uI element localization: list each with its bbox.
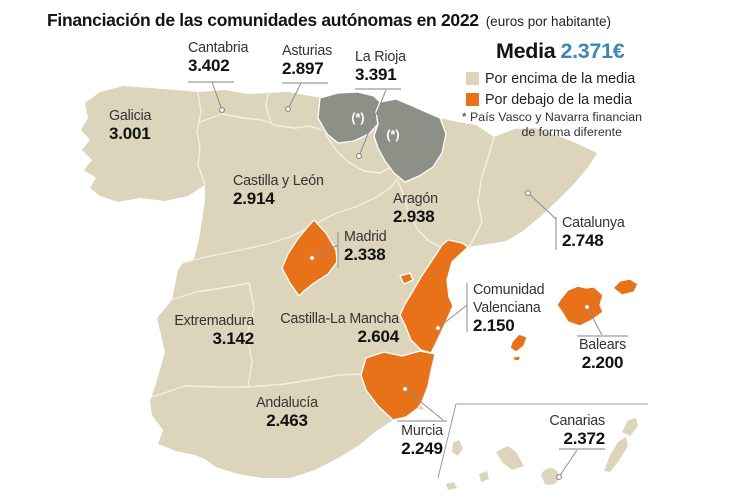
region-valencia-exclave [399,272,414,285]
region-mainland-above-average [81,86,597,478]
marker-madrid [309,255,315,261]
label-catalunya: Catalunya 2.748 [562,215,625,250]
special-regions [317,91,447,183]
legend-row-below: Por debajo de la media [466,91,633,108]
marker-catalunya [525,190,531,196]
leader-catalunya [527,192,557,220]
leader-cantabria [211,81,223,111]
legend-row-above: Por encima de la media [466,70,636,87]
footnote-line1: * País Vasco y Navarra financian [461,110,642,124]
region-balears-ibiza [509,333,528,353]
media-label: Media [496,39,556,63]
region-murcia [360,350,436,421]
marker-la-rioja [356,153,362,159]
label-andalucia: Andalucía 2.463 [256,395,318,430]
marker-cantabria [219,107,225,113]
leader-asturias [287,82,302,110]
legend-media: Media 2.371€ [496,39,625,64]
footnote: * País Vasco y Navarra financian de form… [458,110,642,139]
island-tenerife [496,446,524,470]
label-murcia: Murcia 2.249 [401,423,443,458]
leader-balears [586,306,603,336]
region-borders [151,91,495,398]
region-canarias [446,418,638,490]
label-aragon: Aragón 2.938 [393,191,438,226]
marker-balears [584,304,590,310]
border-aragon-catalunya [468,136,495,248]
label-canarias: Canarias 2.372 [549,413,605,448]
island-la-palma [452,440,463,456]
border-aragon-west [396,178,442,248]
label-galicia: Galicia 3.001 [109,108,152,143]
media-value: 2.371€ [560,39,625,63]
border-extremadura-south [151,385,249,398]
below-average-swatch-icon [466,93,479,106]
border-andalucia-north [247,373,362,388]
page-title: Financiación de las comunidades autónoma… [47,10,479,30]
footnote-line2: de forma diferente [521,124,622,139]
leader-madrid [311,244,339,259]
border-galicia [196,91,206,185]
label-balears: Balears 2.200 [578,337,627,372]
leader-markers [219,106,590,480]
region-balears-mallorca [556,285,604,327]
label-asturias: Asturias 2.897 [282,43,333,78]
marker-valenciana [435,325,441,331]
label-cantabria: Cantabria 3.402 [188,40,249,75]
canarias-inset-frame [437,403,648,479]
island-el-hierro [446,482,457,490]
region-balears-menorca [612,278,639,296]
marker-canarias [556,474,562,480]
label-extremadura: Extremadura 3.142 [174,313,254,348]
region-madrid [281,219,338,297]
border-extremadura-east [246,282,255,388]
label-castilla-y-leon: Castilla y León 2.914 [233,173,324,208]
leader-canarias [558,449,578,478]
label-la-rioja: La Rioja 3.391 [355,49,406,84]
region-balears-formentera [512,355,522,362]
leader-lines [211,81,603,478]
region-navarra [373,98,447,183]
border-asturias-cantabria [265,92,272,124]
label-madrid: Madrid 2.338 [344,229,387,264]
above-average-swatch-icon [466,72,479,85]
pais-vasco-asterisk: (*) [351,111,364,125]
label-rules [188,81,628,450]
label-comunidad-valenciana: Comunidad Valenciana 2.150 [473,282,545,335]
border-la-rioja [325,134,392,174]
below-average-label: Por debajo de la media [485,92,633,108]
header: Financiación de las comunidades autónoma… [47,10,611,31]
island-lanzarote [622,418,638,436]
marker-murcia [402,386,408,392]
leader-valenciana [437,304,468,329]
page-subtitle: (euros por habitante) [485,14,612,29]
navarra-asterisk: (*) [386,128,399,142]
label-castilla-la-mancha: Castilla-La Mancha 2.604 [280,311,399,346]
leader-murcia [404,388,444,421]
above-average-label: Por encima de la media [485,71,636,87]
border-north-coast-strip [199,113,322,131]
island-gran-canaria [541,468,559,485]
island-la-gomera [479,471,489,482]
island-fuerteventura [604,437,628,472]
leader-la-rioja [358,89,387,157]
marker-asturias [285,106,291,112]
border-extremadura-north [170,282,250,301]
